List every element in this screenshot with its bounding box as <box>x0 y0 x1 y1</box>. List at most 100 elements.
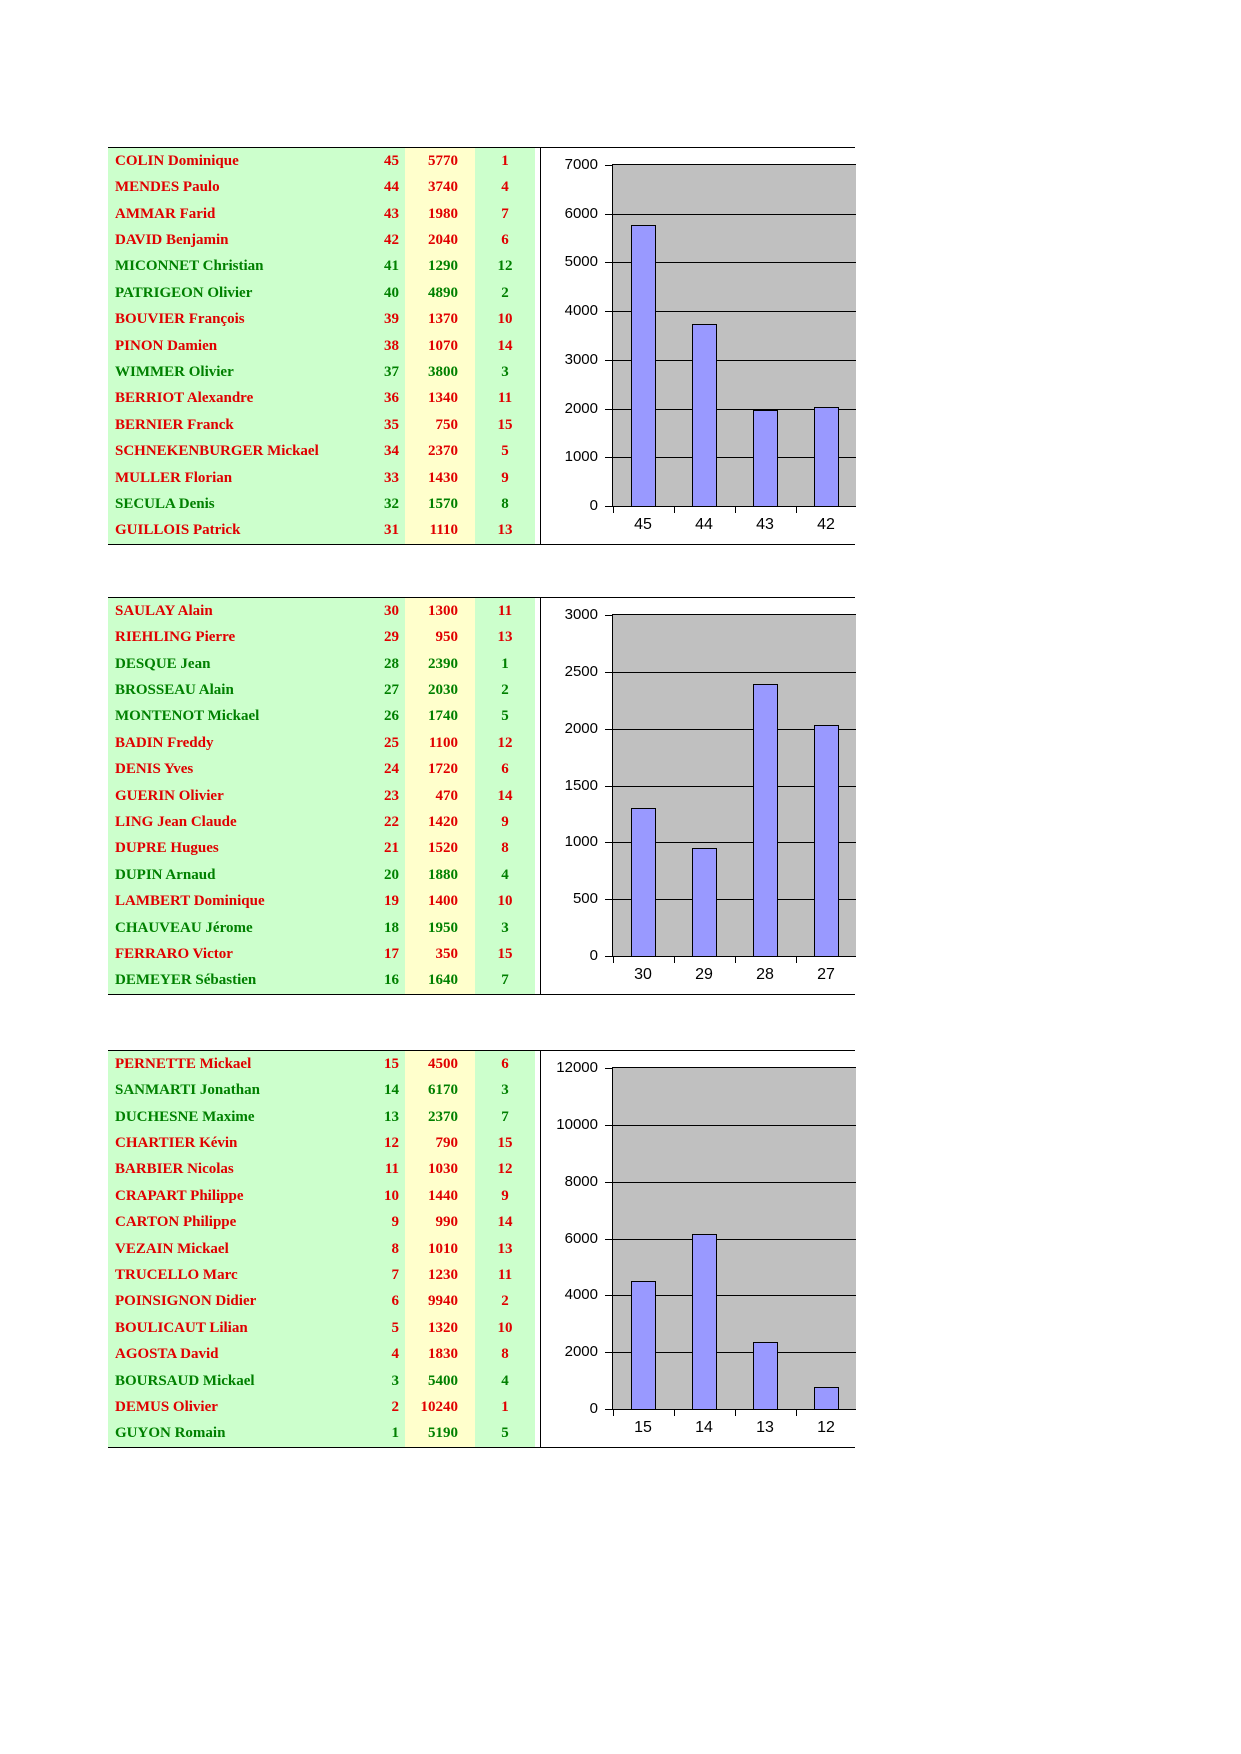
score-cell: 1570 <box>405 491 475 518</box>
player-name-cell: PERNETTE Mickael <box>108 1051 330 1078</box>
y-axis-label: 2000 <box>564 1343 598 1360</box>
score-cell: 9940 <box>405 1288 475 1316</box>
y-axis-label: 0 <box>589 1400 598 1417</box>
table-row: DAVID Benjamin 42 2040 6 <box>108 227 535 254</box>
player-name-cell: MICONNET Christian <box>108 253 330 281</box>
x-axis-tick <box>735 507 736 513</box>
score-cell: 2370 <box>405 1103 475 1131</box>
gridline <box>613 1352 856 1353</box>
ranking-table-1: COLIN Dominique 45 5770 1 MENDES Paulo 44 3740… <box>108 148 535 545</box>
player-number-cell: 40 <box>330 280 405 307</box>
score-cell: 1420 <box>405 809 475 836</box>
x-axis-tick <box>674 957 675 963</box>
rank-cell: 11 <box>475 598 535 625</box>
y-axis-label: 8000 <box>564 1173 598 1190</box>
score-chart-1: 7000 6000 5000 4000 3000 2000 1000 0 45 44 43 42 <box>540 148 856 544</box>
table-row: AMMAR Farid 43 1980 7 <box>108 200 535 228</box>
player-name-cell: BOUVIER François <box>108 306 330 333</box>
gridline <box>613 311 856 312</box>
y-axis-tick <box>605 311 613 312</box>
score-chart-2: 3000 2500 2000 1500 1000 500 0 30 29 28 27 <box>540 598 856 994</box>
table-row: MONTENOT Mickael 26 1740 5 <box>108 703 535 731</box>
score-cell: 1880 <box>405 862 475 889</box>
gridline <box>613 842 856 843</box>
table-row: COLIN Dominique 45 5770 1 <box>108 148 535 175</box>
score-cell: 990 <box>405 1209 475 1236</box>
player-number-cell: 35 <box>330 412 405 439</box>
table-row: FERRARO Victor 17 350 15 <box>108 941 535 968</box>
ranking-block-1: COLIN Dominique 45 5770 1 MENDES Paulo 44 3740… <box>108 147 856 545</box>
player-name-cell: POINSIGNON Didier <box>108 1288 330 1316</box>
table-row: DESQUE Jean 28 2390 1 <box>108 650 535 678</box>
table-row: WIMMER Olivier 37 3800 3 <box>108 359 535 386</box>
rank-cell: 15 <box>475 941 535 968</box>
player-name-cell: GUERIN Olivier <box>108 782 330 810</box>
player-name-cell: BROSSEAU Alain <box>108 677 330 704</box>
score-cell: 3800 <box>405 359 475 386</box>
y-axis-tick <box>605 615 613 616</box>
score-cell: 1030 <box>405 1156 475 1184</box>
chart-bar <box>814 1387 839 1409</box>
table-row: SANMARTI Jonathan 14 6170 3 <box>108 1077 535 1104</box>
table-row: CRAPART Philippe 10 1440 9 <box>108 1183 535 1210</box>
x-axis-label: 42 <box>817 516 835 533</box>
rank-cell: 12 <box>475 253 535 281</box>
table-row: GUERIN Olivier 23 470 14 <box>108 782 535 810</box>
rank-cell: 6 <box>475 756 535 783</box>
rank-cell: 10 <box>475 888 535 915</box>
score-cell: 1640 <box>405 967 475 995</box>
player-number-cell: 19 <box>330 888 405 915</box>
gridline <box>613 1125 856 1126</box>
player-name-cell: DEMEYER Sébastien <box>108 967 330 995</box>
table-row: SECULA Denis 32 1570 8 <box>108 491 535 518</box>
table-row: BOULICAUT Lilian 5 1320 10 <box>108 1315 535 1342</box>
rank-cell: 7 <box>475 1103 535 1131</box>
score-cell: 1830 <box>405 1341 475 1368</box>
y-axis-tick <box>605 1352 613 1353</box>
score-cell: 5400 <box>405 1367 475 1395</box>
player-number-cell: 23 <box>330 782 405 810</box>
player-number-cell: 37 <box>330 359 405 386</box>
y-axis-tick <box>605 1409 613 1410</box>
table-row: DEMUS Olivier 2 10240 1 <box>108 1394 535 1421</box>
rank-cell: 3 <box>475 359 535 386</box>
score-cell: 1300 <box>405 598 475 625</box>
table-row: BOUVIER François 39 1370 10 <box>108 306 535 333</box>
player-name-cell: LAMBERT Dominique <box>108 888 330 915</box>
gridline <box>613 899 856 900</box>
table-row: CHARTIER Kévin 12 790 15 <box>108 1130 535 1157</box>
y-axis-label: 4000 <box>564 302 598 319</box>
table-row: BERNIER Franck 35 750 15 <box>108 412 535 439</box>
rank-cell: 12 <box>475 730 535 757</box>
player-number-cell: 11 <box>330 1156 405 1184</box>
score-cell: 1110 <box>405 517 475 545</box>
table-row: SAULAY Alain 30 1300 11 <box>108 598 535 625</box>
x-axis-label: 43 <box>756 516 774 533</box>
y-axis-tick <box>605 842 613 843</box>
gridline <box>613 729 856 730</box>
score-cell: 470 <box>405 782 475 810</box>
rank-cell: 8 <box>475 835 535 863</box>
score-cell: 3740 <box>405 174 475 201</box>
player-name-cell: SECULA Denis <box>108 491 330 518</box>
table-row: MENDES Paulo 44 3740 4 <box>108 174 535 201</box>
player-number-cell: 32 <box>330 491 405 518</box>
player-number-cell: 1 <box>330 1420 405 1448</box>
player-name-cell: TRUCELLO Marc <box>108 1262 330 1289</box>
score-chart-3: 12000 10000 8000 6000 4000 2000 0 15 14 13 12 <box>540 1051 856 1447</box>
score-cell: 2040 <box>405 227 475 254</box>
rank-cell: 5 <box>475 1420 535 1448</box>
player-number-cell: 3 <box>330 1367 405 1395</box>
x-axis-tick <box>735 957 736 963</box>
y-axis-tick <box>605 1068 613 1069</box>
player-name-cell: BADIN Freddy <box>108 730 330 757</box>
table-row: PATRIGEON Olivier 40 4890 2 <box>108 280 535 307</box>
player-number-cell: 8 <box>330 1235 405 1263</box>
rank-cell: 11 <box>475 385 535 413</box>
gridline <box>613 262 856 263</box>
player-name-cell: DUCHESNE Maxime <box>108 1103 330 1131</box>
x-axis-tick <box>674 507 675 513</box>
player-number-cell: 36 <box>330 385 405 413</box>
y-axis-label: 3000 <box>564 606 598 623</box>
rank-cell: 3 <box>475 914 535 942</box>
